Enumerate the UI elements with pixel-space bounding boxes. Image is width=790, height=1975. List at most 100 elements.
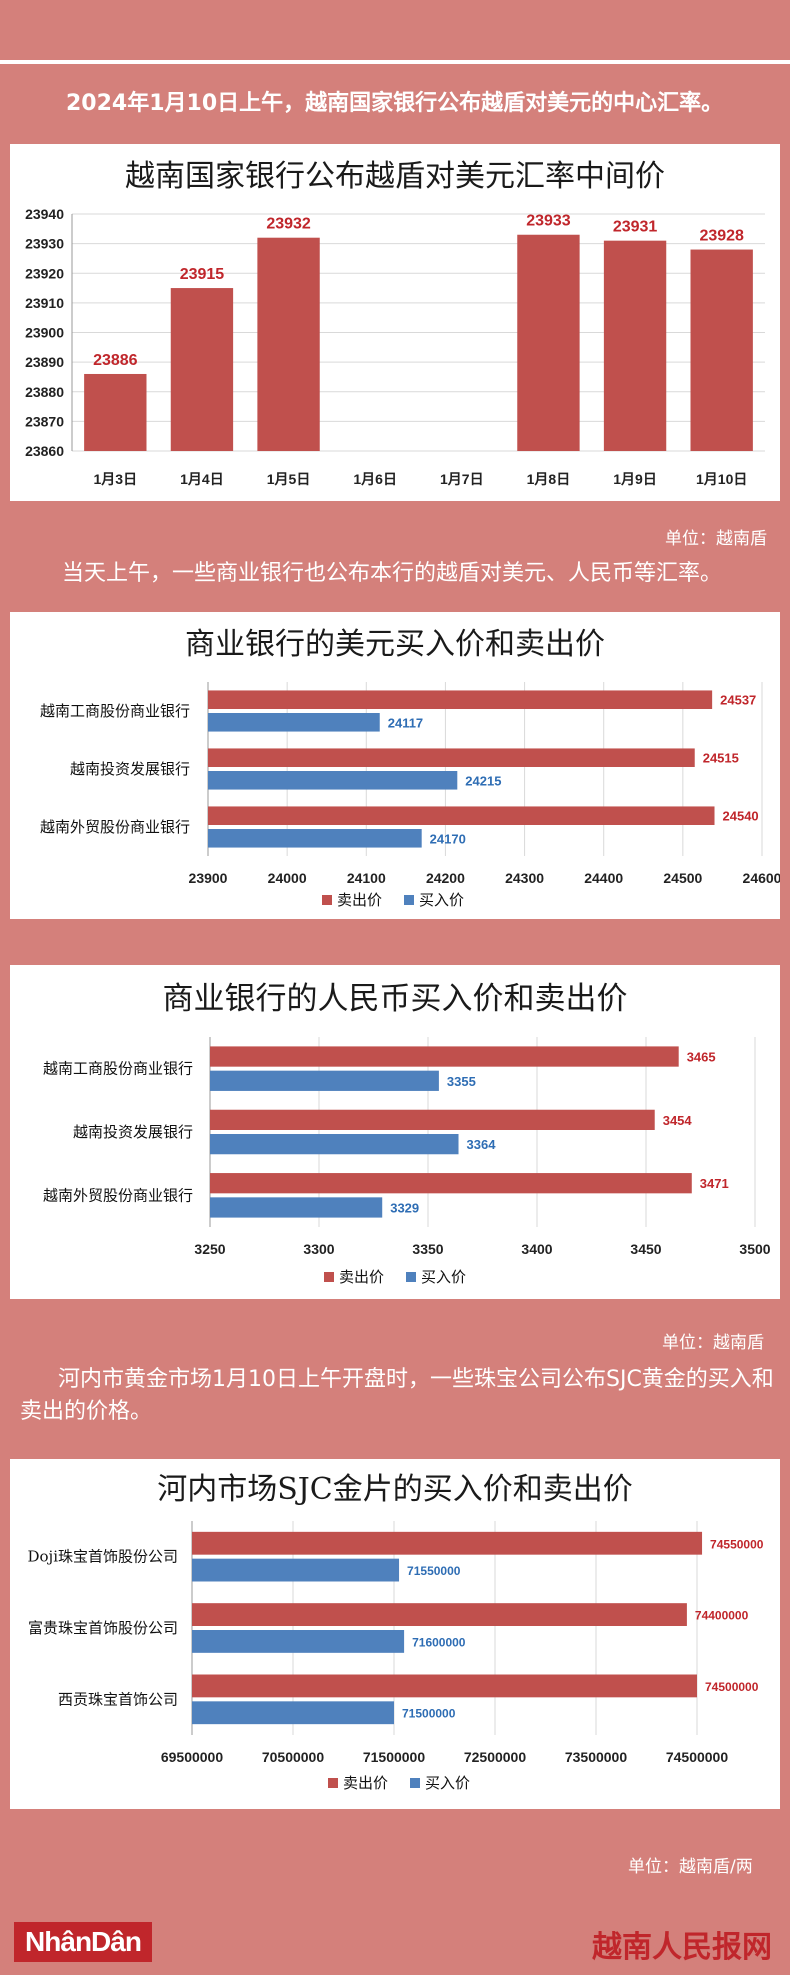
data-label: 3329 (390, 1200, 419, 1215)
category-label: 越南外贸股份商业银行 (43, 1186, 193, 1204)
data-label: 23931 (613, 219, 658, 236)
chart-panel-rate: 越南国家银行公布越盾对美元汇率中间价 23860 23870 23880 23890 23… (10, 144, 780, 501)
gold-chart: 河内市场SJC金片的买入价和卖出价 69500000 70500000 7150000… (27, 1472, 764, 1792)
x-tick-label: 24400 (584, 870, 623, 886)
unit-label-1: 单位：越南盾 (665, 529, 767, 549)
chart-panel-gold: 河内市场SJC金片的买入价和卖出价 69500000 70500000 7150000… (10, 1459, 780, 1809)
intro-paragraph-2: 当天上午，一些商业银行也公布本行的越盾对美元、人民币等汇率。 (62, 561, 723, 586)
y-tick-label: 23940 (25, 206, 64, 222)
x-tick-label: 70500000 (262, 1749, 325, 1765)
legend-entry: 买入价 (421, 1268, 466, 1286)
x-tick-label: 24500 (663, 870, 702, 886)
bar-买入价 (192, 1558, 400, 1582)
bar-卖出价 (208, 806, 715, 825)
site-name: 越南人民报网 (592, 1930, 772, 1965)
unit-label-3: 单位：越南盾/两 (628, 1857, 753, 1877)
data-label: 3471 (700, 1176, 729, 1191)
category-label: 西贡珠宝首饰公司 (58, 1690, 178, 1708)
y-tick-label: 23910 (25, 295, 64, 311)
top-rule (0, 60, 790, 64)
y-tick-label: 23900 (25, 325, 64, 341)
bar-卖出价 (208, 748, 695, 767)
bar-1月10日 (690, 249, 753, 451)
legend-entry: 卖出价 (337, 891, 382, 909)
category-label: 越南工商股份商业银行 (43, 1060, 193, 1078)
bar-卖出价 (208, 690, 713, 709)
data-label: 24215 (465, 773, 501, 788)
nhandan-logo: NhânDân (14, 1922, 152, 1962)
bar-买入价 (208, 829, 422, 848)
legend-swatch (328, 1778, 338, 1788)
category-label: 富贵珠宝首饰股份公司 (28, 1619, 178, 1637)
data-label: 71550000 (407, 1564, 461, 1578)
x-tick-label: 1月5日 (267, 471, 311, 487)
legend-swatch (404, 895, 414, 905)
bar-买入价 (210, 1070, 439, 1091)
legend-entry: 买入价 (419, 891, 464, 909)
data-label: 23886 (93, 352, 138, 369)
x-tick-label: 1月6日 (353, 471, 397, 487)
bar-卖出价 (192, 1603, 687, 1626)
legend-entry: 买入价 (425, 1774, 470, 1792)
y-tick-label: 23930 (25, 236, 64, 252)
data-label: 24540 (723, 809, 759, 824)
data-label: 71600000 (412, 1635, 466, 1649)
chart-panel-cny: 商业银行的人民币买入价和卖出价 3250 3300 3350 3400 3450 3500 越… (10, 965, 780, 1299)
data-label: 3364 (467, 1137, 497, 1152)
bar-卖出价 (210, 1109, 655, 1130)
legend-swatch (324, 1272, 334, 1282)
x-tick-label: 1月3日 (94, 471, 138, 487)
bar-买入价 (208, 771, 458, 790)
legend-swatch (322, 895, 332, 905)
bar-买入价 (208, 713, 380, 732)
data-label: 24515 (703, 751, 739, 766)
chart-title: 越南国家银行公布越盾对美元汇率中间价 (125, 159, 665, 194)
data-label: 23928 (699, 228, 744, 245)
x-tick-label: 3300 (303, 1241, 334, 1257)
data-label: 74550000 (710, 1537, 764, 1551)
x-tick-label: 24000 (268, 870, 307, 886)
data-label: 3454 (663, 1113, 693, 1128)
x-tick-label: 24200 (426, 870, 465, 886)
chart-title: 商业银行的美元买入价和卖出价 (185, 627, 605, 662)
data-label: 23915 (180, 266, 225, 283)
x-tick-label: 1月7日 (440, 471, 484, 487)
legend-swatch (406, 1272, 416, 1282)
data-label: 24170 (430, 831, 466, 846)
bar-买入价 (210, 1134, 459, 1155)
x-tick-label: 73500000 (565, 1749, 628, 1765)
chart-title: 河内市场SJC金片的买入价和卖出价 (157, 1472, 633, 1507)
y-tick-label: 23920 (25, 265, 64, 281)
data-label: 23933 (526, 213, 571, 230)
bar-卖出价 (192, 1531, 703, 1555)
usd-chart: 商业银行的美元买入价和卖出价 23900 24000 24100 24200 24300 2… (40, 627, 780, 909)
x-tick-label: 3250 (194, 1241, 225, 1257)
data-label: 23932 (266, 216, 311, 233)
intro-paragraph-1: 2024年1月10日上午，越南国家银行公布越盾对美元的中心汇率。 (66, 91, 724, 116)
bar-1月4日 (170, 288, 234, 451)
bar-1月8日 (517, 234, 580, 451)
data-label: 3355 (447, 1074, 476, 1089)
x-tick-label: 1月4日 (180, 471, 224, 487)
bar-1月3日 (84, 373, 147, 451)
bar-买入价 (192, 1701, 394, 1725)
data-label: 71500000 (402, 1707, 456, 1721)
data-label: 24117 (388, 715, 423, 730)
category-label: 越南工商股份商业银行 (40, 702, 190, 720)
bar-买入价 (192, 1630, 405, 1653)
category-label: 越南投资发展银行 (73, 1123, 193, 1141)
x-tick-label: 3350 (412, 1241, 443, 1257)
data-label: 74400000 (695, 1609, 749, 1623)
x-tick-label: 69500000 (161, 1749, 224, 1765)
category-label: 越南投资发展银行 (70, 760, 190, 778)
x-tick-label: 1月10日 (696, 471, 747, 487)
x-tick-label: 74500000 (666, 1749, 729, 1765)
x-tick-label: 23900 (189, 870, 228, 886)
chart-panel-usd: 商业银行的美元买入价和卖出价 23900 24000 24100 24200 24300 2… (10, 612, 780, 919)
legend-swatch (410, 1778, 420, 1788)
legend-entry: 卖出价 (339, 1268, 384, 1286)
cny-chart: 商业银行的人民币买入价和卖出价 3250 3300 3350 3400 3450 3500 越… (43, 981, 771, 1286)
unit-label-2: 单位：越南盾 (662, 1333, 764, 1353)
bar-1月9日 (603, 240, 667, 451)
x-tick-label: 3450 (630, 1241, 661, 1257)
